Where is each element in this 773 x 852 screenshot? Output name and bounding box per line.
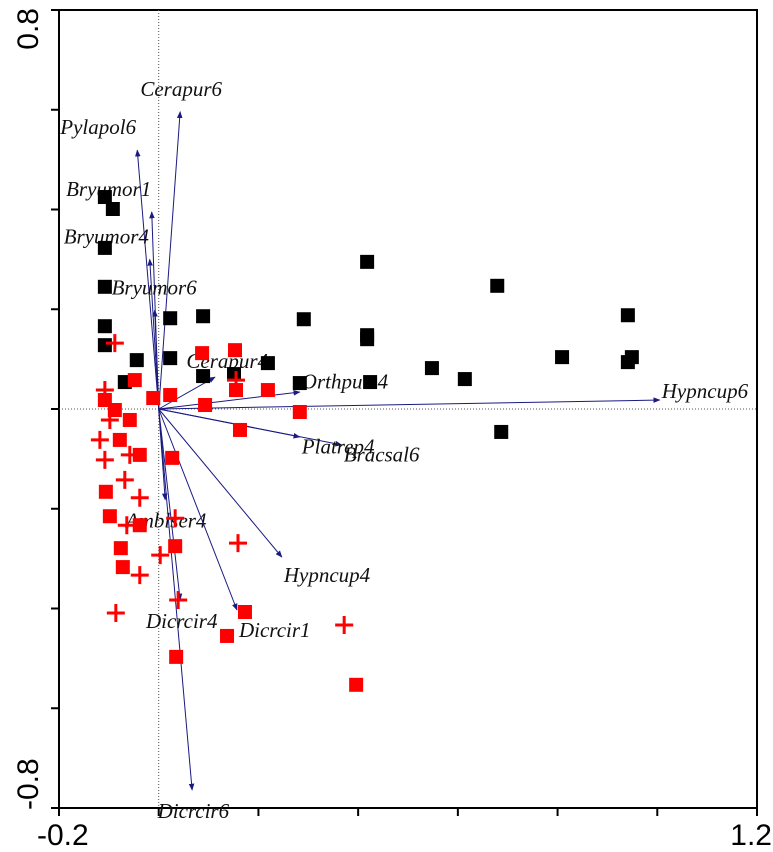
sample-square xyxy=(113,541,128,556)
arrow xyxy=(158,408,238,611)
x-tick-label: 1.2 xyxy=(730,819,772,852)
arrow xyxy=(158,408,283,558)
arrow xyxy=(135,149,160,410)
arrow-label: Cerapur6 xyxy=(140,77,222,101)
arrow-label: Hypncup6 xyxy=(661,379,749,403)
sample-cross xyxy=(95,450,114,469)
sample-cross xyxy=(151,546,170,565)
y-tick-label: 0.8 xyxy=(12,8,45,50)
sample-square xyxy=(97,319,112,334)
sample-square xyxy=(494,424,509,439)
arrow-label: Dicrcir4 xyxy=(145,609,218,633)
sample-square xyxy=(97,338,112,353)
sample-square xyxy=(349,677,364,692)
sample-square xyxy=(163,351,178,366)
arrow xyxy=(158,408,183,601)
sample-square xyxy=(98,484,113,499)
sample-square xyxy=(97,190,112,205)
sample-square xyxy=(163,311,178,326)
sample-square xyxy=(360,254,375,269)
sample-square xyxy=(169,649,184,664)
arrow xyxy=(158,390,301,410)
sample-square xyxy=(237,604,252,619)
arrow xyxy=(158,408,301,439)
sample-cross xyxy=(166,509,185,528)
sample-square xyxy=(260,356,275,371)
sample-cross xyxy=(117,516,136,535)
sample-square xyxy=(105,202,120,217)
sample-square xyxy=(163,388,178,403)
sample-cross xyxy=(130,566,149,585)
arrow-label: Bracsal6 xyxy=(344,443,420,467)
sample-cross xyxy=(95,381,114,400)
sample-cross xyxy=(120,445,139,464)
sample-cross xyxy=(100,410,119,429)
arrow-label: Hypncup4 xyxy=(283,563,371,587)
sample-square xyxy=(132,518,147,533)
sample-cross xyxy=(105,334,124,353)
sample-square xyxy=(198,398,213,413)
sample-square xyxy=(165,450,180,465)
sample-square xyxy=(620,355,635,370)
sample-square xyxy=(363,375,378,390)
sample-square xyxy=(424,361,439,376)
sample-cross xyxy=(228,534,247,553)
sample-square xyxy=(227,343,242,358)
sample-square xyxy=(132,447,147,462)
arrow-label: Dicrcir1 xyxy=(238,618,311,642)
sample-square xyxy=(168,539,183,554)
sample-cross xyxy=(115,470,134,489)
arrow-label: Dicrcir6 xyxy=(157,799,230,823)
sample-square xyxy=(457,372,472,387)
sample-square xyxy=(232,422,247,437)
sample-square xyxy=(490,278,505,293)
sample-square xyxy=(122,412,137,427)
sample-square xyxy=(196,309,211,324)
sample-square xyxy=(620,308,635,323)
sample-cross xyxy=(226,371,245,390)
sample-cross xyxy=(90,430,109,449)
sample-square xyxy=(220,628,235,643)
sample-square xyxy=(226,367,241,382)
sample-cross xyxy=(169,591,188,610)
sample-square xyxy=(296,312,311,327)
sample-square xyxy=(97,279,112,294)
arrow xyxy=(158,111,183,410)
sample-square xyxy=(102,509,117,524)
sample-square xyxy=(360,332,375,347)
y-tick-label: -0.8 xyxy=(12,758,45,810)
sample-square xyxy=(292,404,307,419)
sample-square xyxy=(129,353,144,368)
sample-cross xyxy=(130,488,149,507)
arrow-label: Pylapol6 xyxy=(59,115,136,139)
sample-square xyxy=(260,383,275,398)
sample-square xyxy=(146,391,161,406)
sample-square xyxy=(115,560,130,575)
arrow-label: Platrep4 xyxy=(301,435,375,459)
x-tick-label: -0.2 xyxy=(37,819,89,852)
sample-square xyxy=(112,432,127,447)
sample-square xyxy=(195,346,210,361)
sample-square xyxy=(127,373,142,388)
sample-cross xyxy=(106,603,125,622)
sample-square xyxy=(555,350,570,365)
sample-square xyxy=(196,369,211,384)
sample-square xyxy=(228,383,243,398)
arrow xyxy=(158,397,661,410)
sample-square xyxy=(97,240,112,255)
sample-square xyxy=(292,376,307,391)
sample-cross xyxy=(335,615,354,634)
arrow-label: Bryumor6 xyxy=(112,275,198,299)
